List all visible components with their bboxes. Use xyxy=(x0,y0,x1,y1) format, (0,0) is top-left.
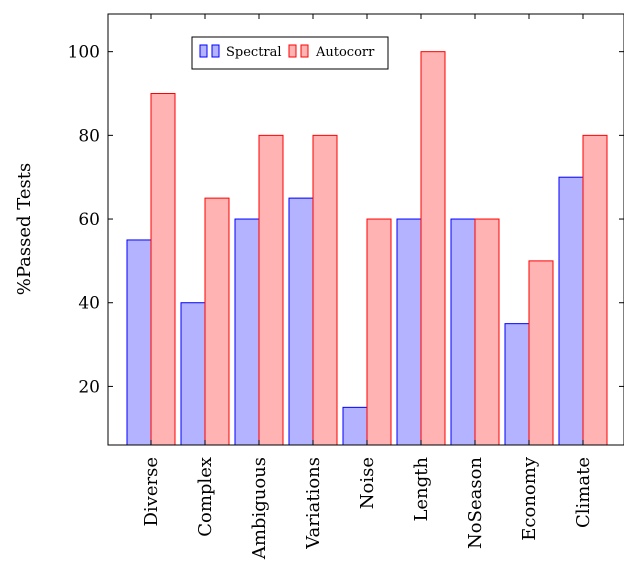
y-axis-title: %Passed Tests xyxy=(14,163,35,295)
bar-autocorr-diverse xyxy=(150,93,176,446)
bars-group xyxy=(126,51,608,446)
x-tick-label-climate: Climate xyxy=(573,457,594,528)
axes-group: Diverse Complex Ambiguous Variations Noise Le… xyxy=(68,14,624,560)
bar-spectral-noise xyxy=(342,406,368,446)
bar-autocorr-climate xyxy=(582,134,608,446)
bar-autocorr-length xyxy=(420,51,446,446)
legend-swatch-autocorr-a xyxy=(288,44,297,58)
legend-swatch-autocorr-b xyxy=(300,44,309,58)
x-tick-label-variations: Variations xyxy=(303,457,324,550)
y-tick-label-20: 20 xyxy=(78,377,100,397)
x-tick-label-ambiguous: Ambiguous xyxy=(249,457,270,560)
bar-autocorr-economy xyxy=(528,260,554,446)
plot-frame xyxy=(107,13,624,446)
bar-spectral-variations xyxy=(288,197,314,446)
bar-spectral-diverse xyxy=(126,239,152,446)
bar-spectral-economy xyxy=(504,323,530,446)
bar-autocorr-noise xyxy=(366,218,392,446)
legend: Spectral Autocorr xyxy=(191,36,389,70)
x-tick-label-length: Length xyxy=(411,457,432,522)
x-tick-label-noise: Noise xyxy=(357,457,378,509)
y-tick-label-40: 40 xyxy=(78,294,100,314)
x-tick-label-diverse: Diverse xyxy=(141,457,162,527)
bar-spectral-complex xyxy=(180,302,206,446)
y-tick-label-80: 80 xyxy=(78,126,100,146)
y-tick-label-100: 100 xyxy=(68,43,100,63)
x-tick-label-complex: Complex xyxy=(195,457,216,537)
x-tick-label-economy: Economy xyxy=(519,456,540,541)
bar-spectral-ambiguous xyxy=(234,218,260,446)
bar-spectral-length xyxy=(396,218,422,446)
bar-autocorr-ambiguous xyxy=(258,134,284,446)
bar-autocorr-variations xyxy=(312,134,338,446)
legend-label-spectral: Spectral xyxy=(226,45,282,60)
y-tick-label-60: 60 xyxy=(78,210,100,230)
bar-spectral-noseason xyxy=(450,218,476,446)
x-tick-label-noseason: NoSeason xyxy=(465,457,486,549)
bar-autocorr-complex xyxy=(204,197,230,446)
legend-swatch-spectral-b xyxy=(211,44,220,58)
legend-label-autocorr: Autocorr xyxy=(315,45,375,60)
bar-autocorr-noseason xyxy=(474,218,500,446)
legend-swatch-spectral-a xyxy=(199,44,208,58)
bar-spectral-climate xyxy=(558,176,584,446)
